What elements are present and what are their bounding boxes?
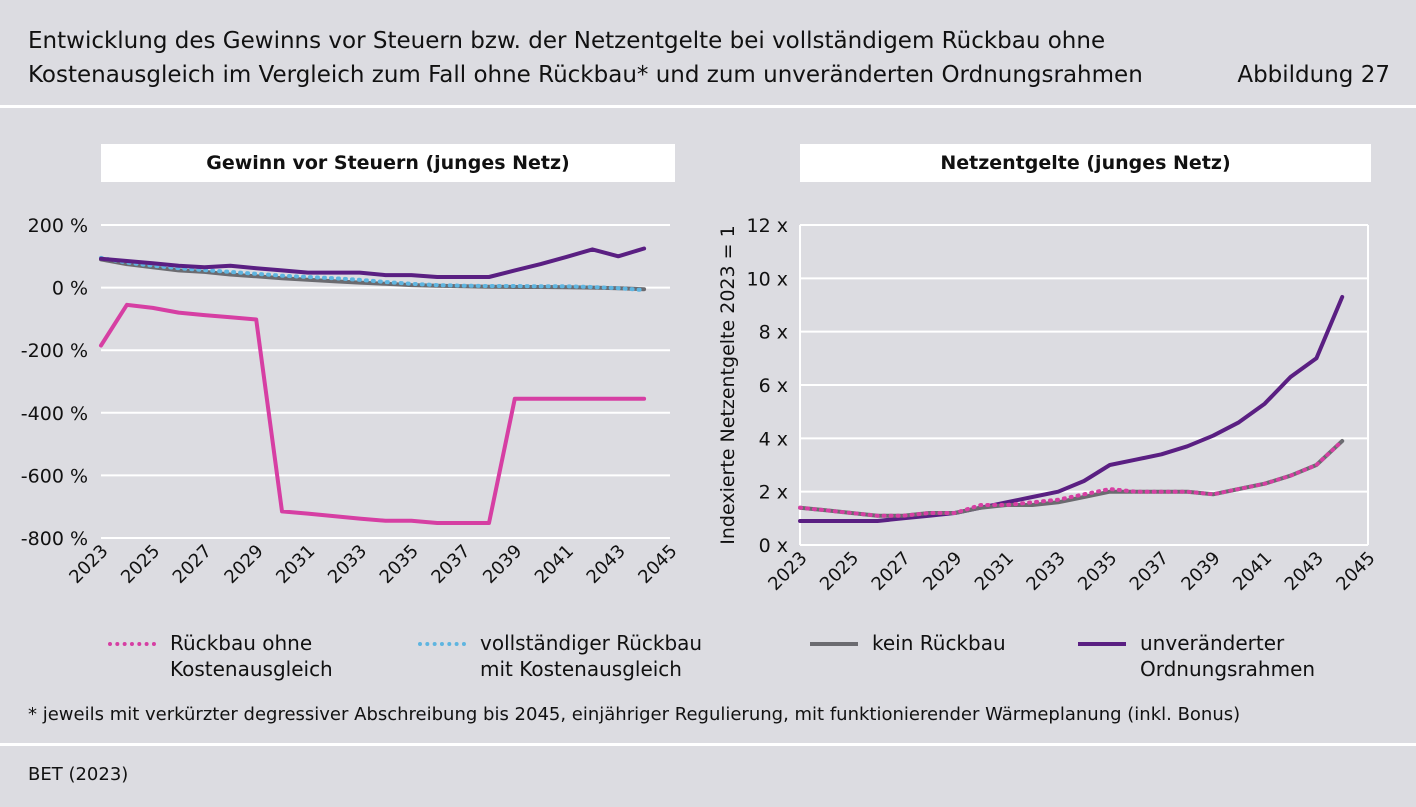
y-tick-label: 0 %	[52, 278, 88, 300]
left-chart-title: Gewinn vor Steuern (junges Netz)	[101, 144, 675, 182]
y-tick-label: -600 %	[21, 465, 88, 487]
legend-swatch	[108, 642, 156, 646]
page-title: Entwicklung des Gewinns vor Steuern bzw.…	[28, 28, 1143, 88]
x-tick-label: 2035	[1074, 548, 1121, 595]
x-tick-label: 2045	[1332, 548, 1379, 595]
x-tick-label: 2031	[971, 548, 1018, 595]
y-axis-title: Indexierte Netzentgelte 2023 = 1	[717, 225, 739, 544]
x-tick-label: 2041	[1229, 548, 1276, 595]
x-tick-label: 2031	[272, 541, 319, 588]
x-tick-label: 2027	[868, 548, 915, 595]
y-tick-label: 10 x	[747, 268, 788, 290]
y-tick-label: -800 %	[21, 528, 88, 550]
left-chart: 200 %0 %-200 %-400 %-600 %-800 %2023 2025…	[21, 215, 682, 588]
legend-label: vollständiger Rückbau mit Kostenausgleic…	[480, 631, 703, 681]
series-line	[798, 439, 1345, 518]
x-tick-label: 2025	[117, 541, 164, 588]
y-tick-label: -200 %	[21, 340, 88, 362]
x-tick-label: 2045	[634, 541, 681, 588]
series-line	[798, 439, 1345, 518]
y-tick-label: 4 x	[759, 428, 788, 450]
y-tick-label: 200 %	[28, 215, 88, 237]
x-tick-label: 2039	[1177, 548, 1224, 595]
x-tick-label: 2043	[1281, 548, 1328, 595]
x-tick-label: 2041	[531, 541, 578, 588]
legend-label: Rückbau ohne Kostenausgleich	[170, 631, 333, 681]
x-tick-label: 2035	[376, 541, 423, 588]
x-tick-label: 2037	[1126, 548, 1173, 595]
footnote: * jeweils mit verkürzter degressiver Abs…	[28, 704, 1241, 725]
x-tick-label: 2027	[169, 541, 216, 588]
series-line	[99, 246, 647, 279]
series-line	[99, 255, 647, 293]
y-tick-label: 8 x	[759, 322, 788, 344]
x-tick-label: 2033	[1022, 548, 1069, 595]
figure-label: Abbildung 27	[1237, 62, 1390, 88]
legend-swatch	[418, 642, 466, 646]
right-chart-title: Netzentgelte (junges Netz)	[800, 144, 1371, 182]
bottom-divider	[0, 743, 1416, 746]
source-note: BET (2023)	[28, 764, 129, 785]
y-tick-label: 2 x	[759, 482, 788, 504]
x-tick-label: 2039	[479, 541, 526, 588]
x-tick-label: 2033	[324, 541, 371, 588]
x-tick-label: 2037	[427, 541, 474, 588]
x-tick-label: 2029	[220, 541, 267, 588]
legend-label: kein Rückbau	[872, 631, 1006, 655]
top-divider	[0, 105, 1416, 108]
legend-swatch	[810, 642, 858, 646]
y-tick-label: -400 %	[21, 403, 88, 425]
legend-swatch	[1078, 642, 1126, 646]
x-tick-label: 2043	[583, 541, 630, 588]
y-tick-label: 0 x	[759, 535, 788, 557]
series-line	[99, 302, 647, 525]
series-line	[798, 295, 1345, 523]
x-tick-label: 2025	[816, 548, 863, 595]
y-tick-label: 6 x	[759, 375, 788, 397]
legend-label: unveränderter Ordnungsrahmen	[1140, 631, 1316, 681]
y-tick-label: 12 x	[747, 215, 788, 237]
x-tick-label: 2029	[919, 548, 966, 595]
